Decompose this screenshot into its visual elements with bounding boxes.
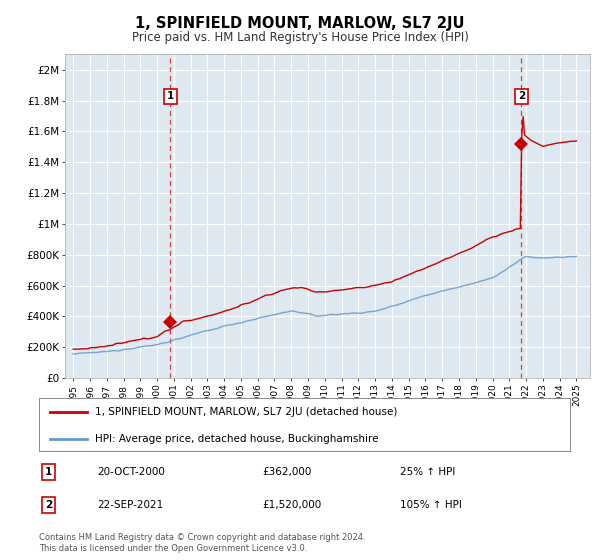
Text: 1, SPINFIELD MOUNT, MARLOW, SL7 2JU: 1, SPINFIELD MOUNT, MARLOW, SL7 2JU [135, 16, 465, 31]
Text: Contains HM Land Registry data © Crown copyright and database right 2024.
This d: Contains HM Land Registry data © Crown c… [39, 533, 365, 553]
Text: 20-OCT-2000: 20-OCT-2000 [97, 467, 165, 477]
Text: HPI: Average price, detached house, Buckinghamshire: HPI: Average price, detached house, Buck… [95, 434, 378, 444]
Text: 2: 2 [45, 500, 52, 510]
Text: Price paid vs. HM Land Registry's House Price Index (HPI): Price paid vs. HM Land Registry's House … [131, 31, 469, 44]
Text: 105% ↑ HPI: 105% ↑ HPI [400, 500, 462, 510]
Text: 1, SPINFIELD MOUNT, MARLOW, SL7 2JU (detached house): 1, SPINFIELD MOUNT, MARLOW, SL7 2JU (det… [95, 407, 397, 417]
Text: 25% ↑ HPI: 25% ↑ HPI [400, 467, 455, 477]
Text: 2: 2 [518, 91, 525, 101]
Text: 1: 1 [45, 467, 52, 477]
Text: 1: 1 [167, 91, 174, 101]
Text: £1,520,000: £1,520,000 [262, 500, 321, 510]
Text: 22-SEP-2021: 22-SEP-2021 [97, 500, 164, 510]
Text: £362,000: £362,000 [262, 467, 311, 477]
